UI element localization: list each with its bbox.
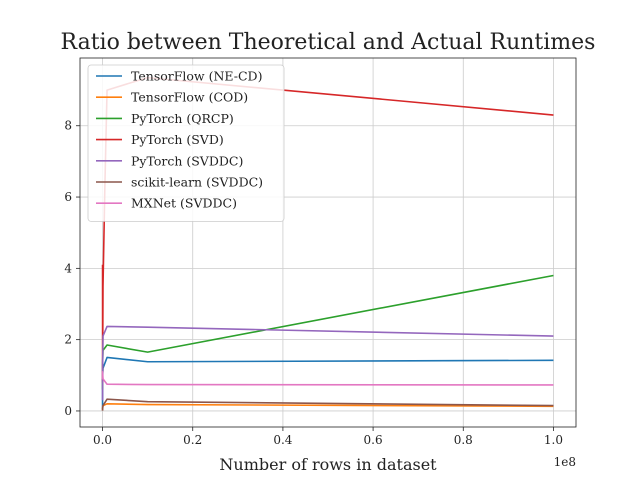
legend-entry: PyTorch (SVD) xyxy=(131,132,224,147)
legend-entry: PyTorch (SVDDC) xyxy=(131,153,243,168)
y-tick-label: 6 xyxy=(64,190,72,204)
legend-entry: scikit-learn (SVDDC) xyxy=(131,175,263,190)
series-line xyxy=(101,274,554,390)
x-offset-label: 1e8 xyxy=(554,455,576,469)
chart-title: Ratio between Theoretical and Actual Run… xyxy=(61,30,596,55)
x-tick-label: 0.8 xyxy=(454,433,473,447)
x-tick-label: 0.2 xyxy=(183,433,202,447)
legend-box xyxy=(87,64,285,222)
x-axis-label: Number of rows in dataset xyxy=(219,455,437,474)
plot-frame xyxy=(79,57,577,428)
legend: TensorFlow (NE-CD) TensorFlow (COD) PyTorc… xyxy=(87,64,285,222)
series-line xyxy=(101,325,554,401)
legend-entry: TensorFlow (COD) xyxy=(131,90,248,105)
x-tick-label: 1.0 xyxy=(544,433,563,447)
y-tick-label: 8 xyxy=(64,119,72,133)
series-line xyxy=(101,398,554,411)
y-tick-label: 4 xyxy=(64,261,72,275)
y-tick-label: 2 xyxy=(64,333,72,347)
legend-entry: PyTorch (QRCP) xyxy=(131,111,234,126)
y-tick-label: 0 xyxy=(64,404,72,418)
x-tick-label: 0.0 xyxy=(93,433,112,447)
x-tick-label: 0.6 xyxy=(364,433,383,447)
legend-entry: MXNet (SVDDC) xyxy=(131,196,237,211)
axis-ticks: 0.0 0.2 0.4 0.6 0.8 1.0 0 2 4 6 8 xyxy=(64,119,563,447)
legend-entry: TensorFlow (NE-CD) xyxy=(131,69,262,84)
series-line xyxy=(101,370,554,386)
x-tick-label: 0.4 xyxy=(273,433,292,447)
